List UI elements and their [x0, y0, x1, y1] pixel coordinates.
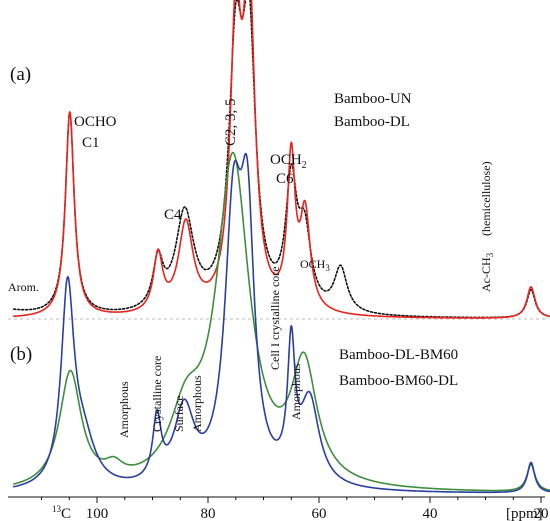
x-axis-prefix: 13C — [52, 504, 71, 521]
x-tick-label-40: 40 — [423, 506, 438, 521]
spectrum-bamboo-dl — [13, 0, 550, 319]
c6-label: C6 — [276, 171, 294, 187]
amorphous-label-1: Amorphous — [117, 381, 131, 438]
och2-label: OCH2 — [270, 152, 307, 171]
x-tick-label-20: 20 — [534, 506, 549, 521]
crystalline-core-label: Crystalline core — [150, 356, 164, 432]
legend-bamboo-dl-bm60: Bamboo-DL-BM60 — [339, 347, 458, 363]
x-tick-label-60: 60 — [312, 506, 327, 521]
x-axis-unit: [ppm] — [506, 506, 543, 521]
acch3-label: Ac-CH3 — [479, 252, 495, 292]
c235-label: C2, 3, 5 — [223, 98, 239, 146]
c4-label: C4 — [164, 207, 182, 223]
legend-bamboo-un: Bamboo-UN — [334, 91, 412, 107]
legend-bamboo-dl: Bamboo-DL — [334, 114, 410, 130]
och3-label: OCH3 — [300, 257, 330, 273]
x-tick-label-80: 80 — [201, 506, 216, 521]
spectrum-bamboo-dl-bm60 — [13, 151, 550, 492]
amorphous-label-2: Amorphous — [190, 375, 204, 432]
panel-b-label: (b) — [10, 344, 32, 365]
spectrum-bamboo-bm60-dl — [13, 152, 550, 494]
surface-label: Surface — [172, 395, 186, 432]
hemicellulose-label: (hemicellulose) — [479, 161, 493, 236]
c1-label: C1 — [82, 135, 100, 151]
spectra-layer — [13, 0, 550, 494]
x-tick-label-100: 100 — [86, 506, 109, 521]
ocho-label: OCHO — [74, 114, 117, 130]
arom-label: Arom. — [8, 280, 39, 294]
amorphous-label-3: Amorphous — [289, 363, 303, 420]
legend-bamboo-bm60-dl: Bamboo-BM60-DL — [339, 373, 458, 389]
cell1-label: Cell I crystalline core — [268, 266, 282, 370]
x-axis-ticks — [41, 497, 542, 503]
panel-a-label: (a) — [10, 64, 31, 85]
